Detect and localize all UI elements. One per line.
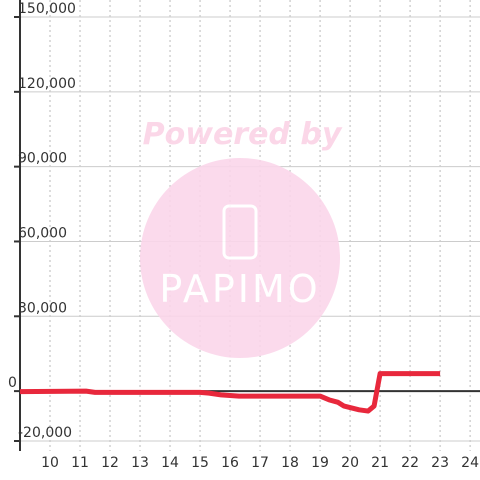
y-tick-label: 90,000 xyxy=(18,151,67,167)
watermark-icon xyxy=(222,204,258,260)
x-tick-label: 24 xyxy=(461,455,479,471)
watermark-logo: PAPIMO xyxy=(159,267,320,311)
y-tick-label: 150,000 xyxy=(18,1,76,17)
x-tick-label: 11 xyxy=(71,455,89,471)
x-tick-label: 14 xyxy=(161,455,179,471)
x-tick-label: 23 xyxy=(431,455,449,471)
x-tick-label: 18 xyxy=(281,455,299,471)
x-tick-label: 12 xyxy=(101,455,119,471)
data-line xyxy=(19,371,441,414)
x-tick-label: 10 xyxy=(41,455,59,471)
watermark: Powered by PAPIMO xyxy=(140,117,343,358)
x-tick-label: 13 xyxy=(131,455,149,471)
watermark-text: Powered by xyxy=(143,117,343,152)
x-tick-label: 16 xyxy=(221,455,239,471)
x-tick-label: 15 xyxy=(191,455,209,471)
y-tick-label: 0 xyxy=(8,375,17,391)
x-tick-label: 21 xyxy=(371,455,389,471)
y-tick-label: 30,000 xyxy=(18,300,67,316)
y-tick-label: -20,000 xyxy=(18,425,72,441)
x-tick-label: 22 xyxy=(401,455,419,471)
y-tick-label: 120,000 xyxy=(18,76,76,92)
x-tick-label: 20 xyxy=(341,455,359,471)
x-tick-label: 17 xyxy=(251,455,269,471)
y-tick-label: 60,000 xyxy=(18,225,67,241)
x-tick-label: 19 xyxy=(311,455,329,471)
